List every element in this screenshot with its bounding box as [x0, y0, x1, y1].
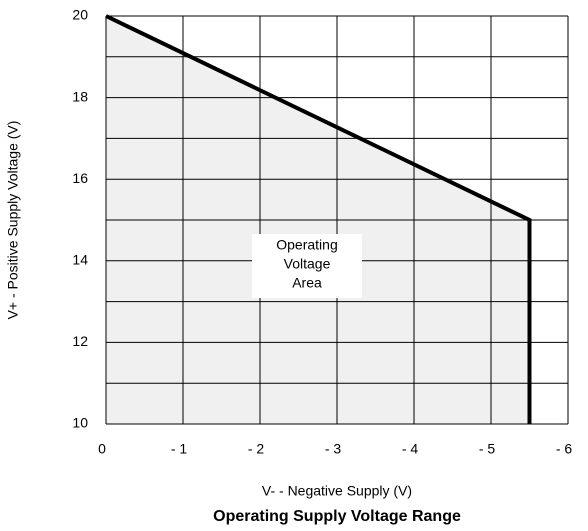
- x-tick-label: - 3: [325, 441, 342, 457]
- x-tick-label: - 1: [171, 441, 188, 457]
- y-tick-label: 20: [72, 7, 88, 23]
- x-tick-label: - 5: [479, 441, 496, 457]
- annotation: Operating: [276, 237, 337, 253]
- y-axis-label: V+ - Positive Supply Voltage (V): [5, 121, 21, 320]
- x-axis-label: V- - Negative Supply (V): [262, 483, 412, 499]
- x-tick-label: - 2: [248, 441, 265, 457]
- chart-title: Operating Supply Voltage Range: [213, 508, 461, 525]
- y-tick-label: 14: [72, 252, 88, 268]
- annotation: Area: [292, 275, 322, 291]
- x-tick-label: - 4: [402, 441, 419, 457]
- y-tick-label: 10: [72, 415, 88, 431]
- y-tick-label: 16: [72, 170, 88, 186]
- x-tick-label: 0: [98, 441, 106, 457]
- y-tick-label: 12: [72, 333, 88, 349]
- line: [105, 14, 532, 424]
- annotation: Voltage: [284, 256, 331, 272]
- y-tick-label: 18: [72, 88, 88, 104]
- annotation-box: [252, 234, 362, 298]
- x-tick-label: - 6: [556, 441, 573, 457]
